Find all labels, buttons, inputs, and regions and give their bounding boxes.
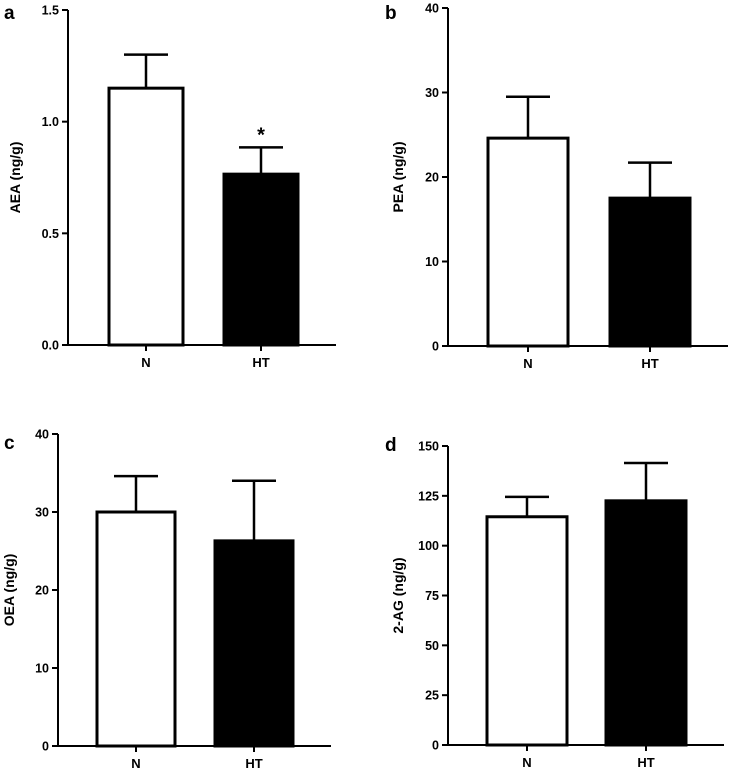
y-tick-label: 150 — [418, 440, 439, 454]
y-tick-label: 10 — [35, 662, 49, 676]
y-tick-label: 100 — [418, 539, 439, 553]
x-tick-label-ht: HT — [245, 756, 262, 770]
y-tick-label: 10 — [425, 255, 439, 269]
panel-letter: b — [385, 3, 397, 24]
x-tick-label-n: N — [131, 756, 140, 770]
bar-ht — [604, 499, 688, 747]
x-tick-label-n: N — [522, 755, 531, 770]
y-tick-label: 125 — [418, 489, 439, 503]
y-tick-label: 0.0 — [42, 339, 59, 353]
panel-letter: c — [4, 433, 15, 454]
bar-n — [486, 136, 570, 348]
y-axis-label: 2-AG (ng/g) — [390, 557, 406, 633]
y-tick-label: 75 — [425, 589, 439, 603]
y-tick-label: 0 — [432, 739, 439, 753]
x-tick-label-ht: HT — [641, 356, 658, 371]
y-tick-label: 40 — [425, 2, 439, 16]
y-tick-label: 30 — [35, 506, 49, 520]
y-tick-label: 25 — [425, 689, 439, 703]
y-axis-label: AEA (ng/g) — [7, 142, 23, 214]
chart-panel-b: b PEA (ng/g) N HT 0 10 20 30 40 — [385, 2, 728, 371]
x-tick-label-n: N — [523, 356, 532, 371]
y-tick-label: 0 — [42, 740, 49, 754]
x-tick-label-n: N — [141, 355, 150, 370]
bar-ht — [222, 172, 300, 347]
y-tick-label: 1.5 — [42, 4, 59, 18]
chart-panel-c: c OEA (ng/g) N HT 0 10 20 30 40 — [1, 428, 331, 770]
chart-panel-a: a AEA (ng/g) N HT * 0.0 0.5 1.0 1.5 — [4, 3, 336, 370]
bar-n — [107, 86, 185, 347]
chart-panel-d: d 2-AG (ng/g) N HT 0 25 50 75 100 125 150 — [385, 435, 724, 770]
panel-letter: d — [385, 435, 397, 456]
y-tick-label: 30 — [425, 86, 439, 100]
bar-ht — [213, 539, 295, 748]
y-tick-label: 1.0 — [42, 115, 59, 129]
bar-n — [95, 510, 177, 748]
y-tick-label: 40 — [35, 428, 49, 442]
panel-letter: a — [4, 3, 15, 24]
y-axis-label: OEA (ng/g) — [1, 554, 17, 627]
bar-ht — [608, 196, 692, 348]
y-axis-label: PEA (ng/g) — [390, 141, 406, 212]
significance-marker: * — [257, 124, 265, 146]
y-tick-label: 0 — [432, 340, 439, 354]
x-tick-label-ht: HT — [637, 755, 654, 770]
bar-n — [485, 515, 569, 747]
y-tick-label: 50 — [425, 639, 439, 653]
x-tick-label-ht: HT — [252, 355, 269, 370]
y-tick-label: 0.5 — [42, 227, 59, 241]
y-tick-label: 20 — [425, 171, 439, 185]
y-tick-label: 20 — [35, 584, 49, 598]
